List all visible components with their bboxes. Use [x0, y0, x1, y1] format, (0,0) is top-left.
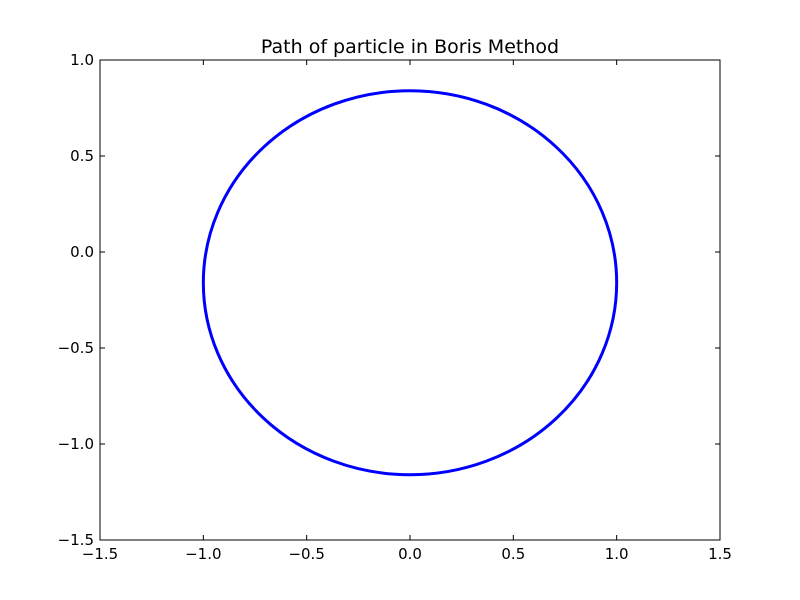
x-tick-label: 1.0 — [605, 545, 629, 563]
particle-path-line — [201, 89, 619, 477]
y-tick-label: 0.0 — [70, 243, 94, 261]
x-tick-label: −0.5 — [288, 545, 324, 563]
y-tick-label: −0.5 — [58, 339, 94, 357]
chart-title: Path of particle in Boris Method — [261, 36, 559, 58]
x-tick-label: 0.5 — [501, 545, 525, 563]
y-tick-label: −1.5 — [58, 531, 94, 549]
axes-frame — [99, 59, 721, 541]
y-axis: −1.5 −1.0 −0.5 0.0 0.5 1.0 — [58, 51, 720, 549]
x-tick-label: 0.0 — [398, 545, 422, 563]
x-axis: −1.5 −1.0 −0.5 0.0 0.5 1.0 1.5 — [82, 60, 732, 563]
plot-area — [201, 89, 619, 477]
y-tick-label: −1.0 — [58, 435, 94, 453]
x-tick-label: −1.5 — [82, 545, 118, 563]
y-tick-label: 0.5 — [70, 147, 94, 165]
y-tick-label: 1.0 — [70, 51, 94, 69]
x-tick-label: 1.5 — [708, 545, 732, 563]
x-tick-label: −1.0 — [185, 545, 221, 563]
